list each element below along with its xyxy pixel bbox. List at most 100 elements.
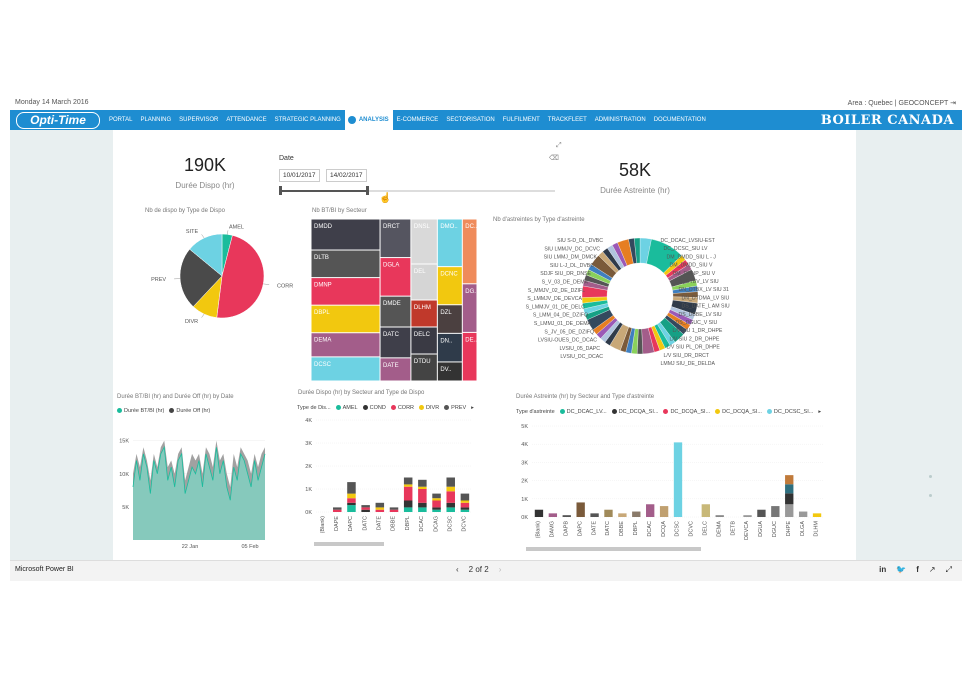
treemap-cell[interactable]: [411, 264, 437, 300]
legend-item[interactable]: DIVR: [419, 405, 439, 411]
bar[interactable]: [812, 513, 822, 517]
nav-item-portal[interactable]: PORTAL: [109, 117, 133, 123]
linkedin-icon[interactable]: in: [879, 565, 887, 574]
pie-chart[interactable]: AMEL CORR DIVR PREV SITE: [140, 218, 310, 333]
treemap-cell[interactable]: [411, 354, 437, 381]
date-to-input[interactable]: 14/02/2017: [326, 169, 367, 182]
bar-segment[interactable]: [418, 479, 427, 487]
treemap-cell[interactable]: [311, 357, 380, 381]
bar-segment[interactable]: [432, 493, 441, 499]
nav-item-sectorisation[interactable]: SECTORISATION: [446, 117, 495, 123]
bar-segment[interactable]: [389, 509, 399, 512]
bar-segment[interactable]: [432, 498, 441, 501]
bar-segment[interactable]: [403, 477, 413, 485]
bar[interactable]: [659, 506, 669, 517]
bar-segment[interactable]: [361, 507, 370, 510]
bar[interactable]: [604, 509, 613, 517]
treemap-cell[interactable]: [437, 333, 462, 362]
bar-segment[interactable]: [361, 509, 370, 512]
bar[interactable]: [673, 442, 683, 517]
bar[interactable]: [562, 515, 571, 517]
focus-mode-icon[interactable]: ⤢: [556, 142, 562, 149]
slider-handle-start[interactable]: [279, 186, 282, 195]
bar[interactable]: [715, 515, 724, 517]
nav-item-administration[interactable]: ADMINISTRATION: [594, 117, 646, 123]
legend-item[interactable]: COND: [362, 405, 386, 411]
nav-item-documentation[interactable]: DOCUMENTATION: [653, 117, 706, 123]
bar-segment[interactable]: [446, 502, 455, 508]
facebook-icon[interactable]: f: [916, 565, 919, 574]
donut-chart[interactable]: SIU S-D_DL_DVBC SIU LMMJV_DC_DCVC SIU LMMJ…: [490, 228, 790, 383]
prev-page-icon[interactable]: ‹: [456, 565, 459, 574]
bar-segment[interactable]: [460, 500, 470, 503]
nav-item-planning[interactable]: PLANNING: [140, 117, 172, 123]
eraser-icon[interactable]: ⌫: [549, 155, 559, 162]
treemap-cell[interactable]: [437, 219, 462, 267]
bar-segment[interactable]: [785, 475, 794, 485]
bar-segment[interactable]: [375, 502, 385, 508]
series-area-bt-bi[interactable]: [133, 447, 265, 540]
treemap-cell[interactable]: [411, 219, 437, 264]
pie-slice[interactable]: [189, 233, 223, 277]
treemap-cell[interactable]: [380, 258, 411, 296]
bar-segment[interactable]: [446, 486, 455, 492]
legend-more-icon[interactable]: ▸: [471, 405, 474, 411]
bar-segment[interactable]: [347, 502, 356, 506]
treemap-cell[interactable]: [462, 284, 477, 332]
bar-segment[interactable]: [446, 491, 455, 503]
bar-segment[interactable]: [403, 484, 413, 487]
bar[interactable]: [534, 509, 544, 517]
bar[interactable]: [771, 506, 780, 517]
logout-icon[interactable]: ⇥: [950, 100, 956, 107]
bar-segment[interactable]: [347, 482, 356, 494]
bar[interactable]: [646, 504, 655, 517]
treemap-cell[interactable]: [311, 219, 380, 250]
treemap-cell[interactable]: [380, 358, 411, 381]
nav-item-strategic-planning[interactable]: STRATEGIC PLANNING: [274, 117, 341, 123]
treemap-cell[interactable]: [311, 250, 380, 278]
bar-segment[interactable]: [785, 484, 794, 494]
area-chart[interactable]: 15K 10K 5K 22 Jan 05 Feb: [113, 420, 273, 555]
bar-segment[interactable]: [333, 507, 342, 510]
legend-item[interactable]: DC_DCQA_SI...: [611, 409, 658, 415]
bar[interactable]: [576, 502, 585, 517]
treemap-cell[interactable]: [411, 300, 437, 327]
bar-segment[interactable]: [432, 509, 441, 512]
bar-segment[interactable]: [418, 507, 427, 512]
bar-segment[interactable]: [333, 509, 342, 512]
bar[interactable]: [548, 513, 558, 517]
treemap-cell[interactable]: [380, 327, 411, 358]
bar[interactable]: [701, 504, 710, 517]
bar[interactable]: [590, 513, 599, 517]
bar-segment[interactable]: [361, 505, 370, 508]
bar-segment[interactable]: [785, 493, 794, 505]
nav-item-supervisor[interactable]: SUPERVISOR: [179, 117, 219, 123]
bar-chart-2[interactable]: 5K 4K 3K 2K 1K 0K (Blank) DAMG DAPB DAPC DATE DATC D…: [508, 418, 828, 553]
bar-segment[interactable]: [460, 502, 470, 508]
nav-item-trackfleet[interactable]: TRACKFLEET: [547, 117, 587, 123]
bar-segment[interactable]: [347, 493, 356, 499]
legend-item-bt-bi[interactable]: Durée BT/BI (hr): [117, 408, 164, 414]
legend-item[interactable]: DC_DCSC_SI...: [766, 409, 813, 415]
nav-item-analysis[interactable]: ANALYSIS: [344, 110, 393, 130]
bar[interactable]: [757, 509, 766, 517]
bar[interactable]: [743, 515, 752, 517]
legend-item[interactable]: DC_DCQA_SI...: [715, 409, 762, 415]
bar-segment[interactable]: [403, 500, 413, 508]
date-slider-track[interactable]: [280, 190, 555, 192]
bar-segment[interactable]: [347, 505, 356, 512]
treemap-cell[interactable]: [311, 305, 380, 333]
legend-item[interactable]: AMEL: [335, 405, 358, 411]
bar[interactable]: [632, 511, 641, 517]
bar[interactable]: [798, 511, 808, 517]
treemap-cell[interactable]: [462, 332, 477, 381]
bar-segment[interactable]: [432, 507, 441, 510]
bar-segment[interactable]: [432, 500, 441, 508]
bar-segment[interactable]: [347, 498, 356, 503]
legend-item[interactable]: CORR: [390, 405, 414, 411]
horizontal-scrollbar[interactable]: [526, 547, 701, 551]
bar-segment[interactable]: [785, 504, 794, 517]
nav-item-fulfilment[interactable]: FULFILMENT: [502, 117, 540, 123]
bar-segment[interactable]: [446, 507, 455, 512]
treemap-cell[interactable]: [380, 296, 411, 327]
